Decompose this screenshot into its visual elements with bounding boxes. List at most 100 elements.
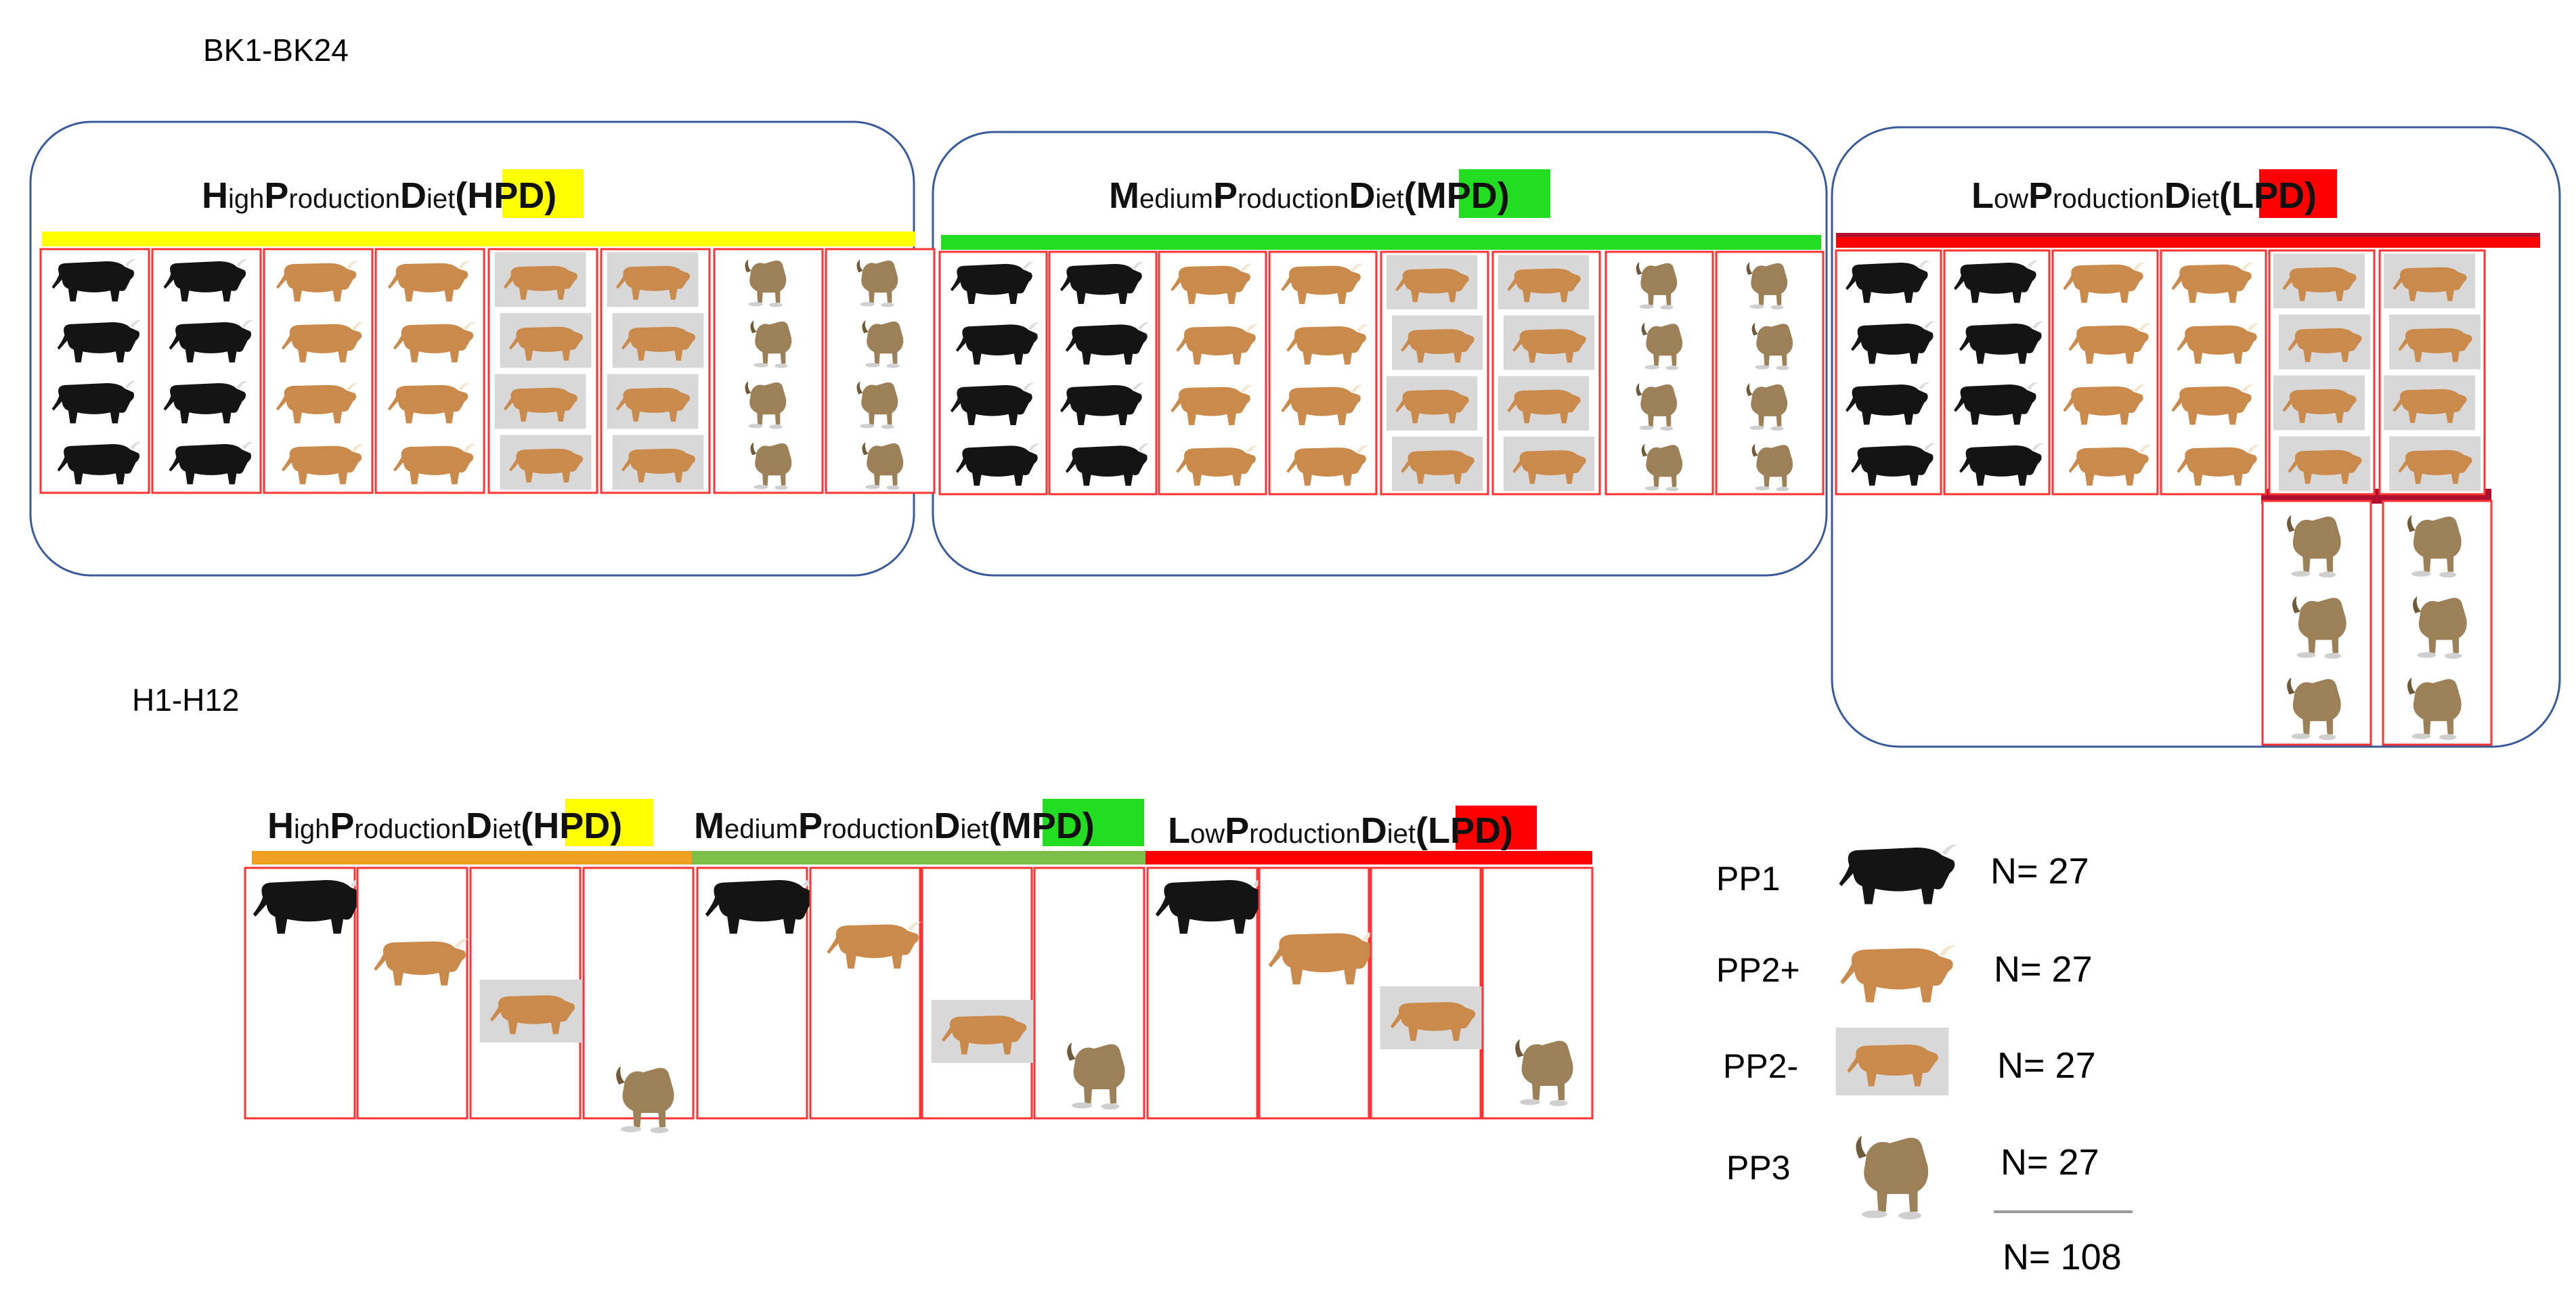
open: (	[521, 806, 533, 846]
r1: igh	[228, 184, 264, 214]
w2: P	[1225, 810, 1249, 851]
diet-title-mpd: MediumProductionDiet(MPD)	[1109, 169, 1550, 218]
close: )	[2305, 175, 2317, 216]
abbr: LPD	[2231, 175, 2305, 216]
brown-bull-boxed-icon	[2279, 436, 2370, 491]
h-pen-border	[356, 867, 468, 1120]
h-diet-title-lpd: LowProductionDiet(LPD)	[1168, 806, 1537, 851]
w1: H	[267, 806, 294, 846]
pen	[1604, 250, 1714, 496]
w3: D	[934, 806, 961, 846]
pen	[1835, 249, 1942, 496]
r3: iet	[961, 814, 989, 844]
abbr-highlight-mpd	[1459, 169, 1550, 218]
brown-bull-boxed-icon	[931, 1000, 1036, 1063]
r3: iet	[2191, 184, 2219, 214]
brown-bull-boxed-icon	[1498, 255, 1590, 310]
h-pen	[244, 867, 366, 1120]
h-pen	[582, 867, 695, 1133]
pen	[2051, 249, 2159, 496]
pen	[151, 248, 262, 494]
h-diet-title-mpd: MediumProductionDiet(MPD)	[694, 799, 1144, 846]
h-pen-border	[921, 867, 1033, 1120]
r1: igh	[294, 814, 330, 844]
h-pen	[1146, 867, 1268, 1120]
h-pen-border	[1258, 867, 1370, 1120]
open: (	[2219, 175, 2231, 216]
pen	[2378, 249, 2486, 496]
legend-total: N= 108	[2003, 1237, 2122, 1277]
close: )	[610, 806, 622, 846]
w2: P	[330, 806, 354, 846]
legend-n-pp3: N= 27	[2001, 1142, 2099, 1183]
pen	[263, 248, 374, 494]
r2: roduction	[1249, 819, 1361, 849]
close: )	[1498, 175, 1510, 216]
brown-bull-boxed-icon	[1498, 376, 1590, 431]
legend-n-pp2minus: N= 27	[1997, 1045, 2096, 1086]
r2: roduction	[288, 184, 400, 214]
pen	[374, 248, 485, 494]
brown-bull-boxed-icon	[479, 980, 585, 1043]
w1: M	[694, 806, 724, 846]
abbr: MPD	[1416, 175, 1498, 216]
legend-n-pp2plus: N= 27	[1994, 949, 2093, 990]
brown-bull-boxed-icon	[500, 435, 592, 490]
w2: P	[264, 175, 288, 216]
diet-title-text-lpd: LowProductionDiet(LPD)	[1971, 175, 2317, 216]
h-pen	[1258, 867, 1378, 1120]
pen	[825, 248, 936, 494]
w1: M	[1109, 175, 1139, 216]
r1: ow	[1994, 184, 2028, 214]
brown-bull-boxed-icon	[2279, 314, 2370, 370]
pen	[1943, 249, 2051, 496]
section-label-bk: BK1-BK24	[203, 32, 349, 68]
h-pen	[356, 867, 468, 1120]
abbr-highlight-lpd	[2259, 169, 2337, 218]
w3: D	[1349, 175, 1376, 216]
open: (	[1416, 810, 1428, 851]
h-pen	[921, 867, 1036, 1120]
brown-bull-boxed-icon	[2384, 375, 2475, 431]
brown-bull-boxed-icon	[1386, 255, 1478, 310]
black-bull-icon	[1839, 844, 1958, 904]
h-diet-bar-hpd	[252, 851, 692, 864]
h-pen	[1033, 867, 1145, 1120]
brown-bull-boxed-icon	[500, 313, 592, 368]
pen	[2382, 500, 2493, 746]
w2: P	[798, 806, 823, 846]
brown-bull-icon	[1840, 945, 1957, 1003]
w3: D	[2164, 175, 2191, 216]
legend-label-pp2minus: PP2-	[1723, 1047, 1798, 1085]
pen	[1380, 250, 1489, 496]
h-diet-title-hpd: HighProductionDiet(HPD)	[267, 799, 653, 846]
h-pens	[244, 867, 1594, 1133]
brown-zebu-icon	[1856, 1135, 1929, 1220]
pen	[487, 248, 598, 494]
r3: iet	[427, 184, 455, 214]
abbr-highlight-hpd	[502, 169, 584, 218]
brown-bull-boxed-icon	[607, 252, 699, 307]
h-pen	[809, 867, 921, 1120]
r1: edium	[1139, 184, 1213, 214]
close: )	[544, 175, 556, 216]
open: (	[1404, 175, 1416, 216]
h-pen	[1370, 867, 1485, 1120]
abbr: LPD	[1428, 810, 1501, 851]
brown-bull-boxed-icon	[2389, 314, 2481, 370]
h-abbr-highlight-mpd	[1043, 799, 1144, 846]
diet-title-text-mpd: MediumProductionDiet(MPD)	[1109, 175, 1510, 216]
legend-label-pp3: PP3	[1726, 1149, 1791, 1187]
brown-bull-boxed-icon	[2384, 253, 2475, 309]
h-abbr-highlight-lpd	[1456, 806, 1537, 850]
w3: D	[466, 806, 492, 846]
r1: ow	[1190, 819, 1225, 849]
brown-bull-boxed-icon	[1391, 436, 1483, 491]
brown-bull-boxed-icon	[1835, 1028, 1949, 1095]
w1: L	[1971, 175, 1994, 216]
brown-bull-boxed-icon	[494, 252, 586, 307]
brown-bull-boxed-icon	[2389, 436, 2481, 491]
abbr: HPD	[533, 806, 610, 846]
diet-title-hpd: HighProductionDiet(HPD)	[202, 169, 584, 218]
pen	[39, 248, 150, 494]
